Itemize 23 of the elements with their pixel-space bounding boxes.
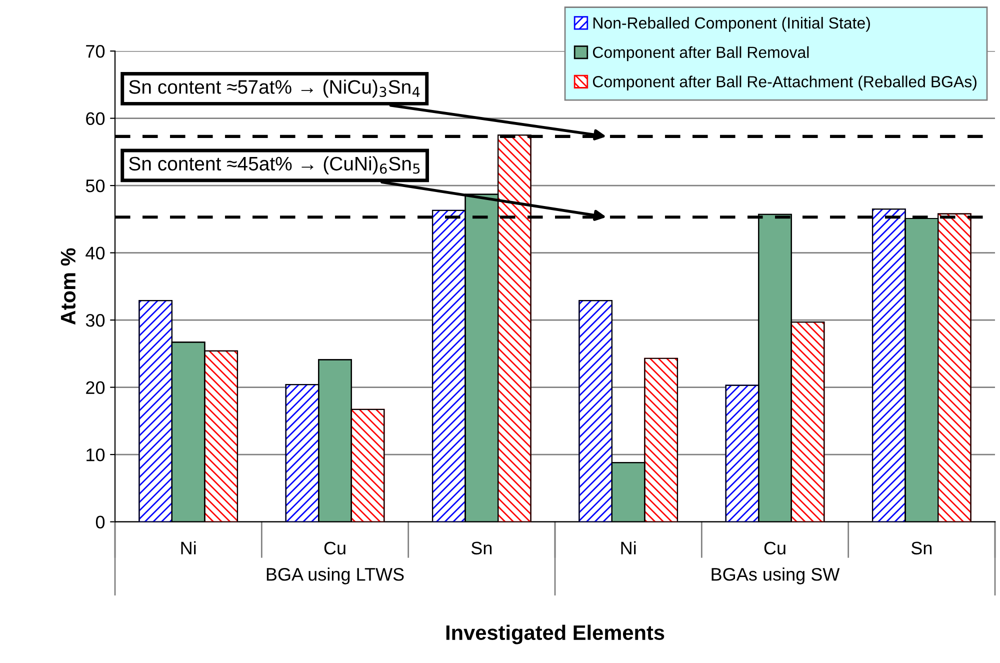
y-tick-label: 60 [86, 112, 105, 126]
y-axis-title: Atom % [60, 248, 76, 325]
legend-label: Component after Ball Removal [592, 46, 809, 62]
y-tick-label: 40 [86, 246, 105, 260]
x-axis-title: Investigated Elements [446, 624, 664, 644]
text: BGAs using SW [712, 568, 840, 584]
annotation: Sn content ≈45at% → (CuNi)$_{6}$Sn$_{5}$ [129, 156, 420, 174]
text: BGA using LTWS [266, 568, 404, 584]
x-tick-label: Ni [181, 541, 196, 554]
y-tick-label: 50 [86, 179, 105, 192]
y-tick-label: 30 [86, 314, 105, 327]
annotation: Sn content ≈57at% → (NiCu)$_{3}$Sn$_{4}$ [129, 80, 420, 98]
y-tick-label: 0 [96, 516, 105, 528]
y-tick-label: 70 [86, 44, 105, 58]
legend-label: Component after Ball Re-Attachment (Reballed BGAs) [592, 76, 976, 91]
x-tick-label: Sn [471, 542, 492, 554]
x-tick-label: Sn [911, 542, 932, 554]
x-tick-label: Cu [324, 542, 346, 554]
y-tick-label: 20 [86, 381, 105, 394]
y-tick-label: 10 [86, 448, 105, 462]
x-tick-label: Ni [621, 541, 636, 554]
legend-label: Non-Reballed Component (Initial State) [593, 16, 870, 32]
x-tick-label: Cu [764, 542, 786, 554]
